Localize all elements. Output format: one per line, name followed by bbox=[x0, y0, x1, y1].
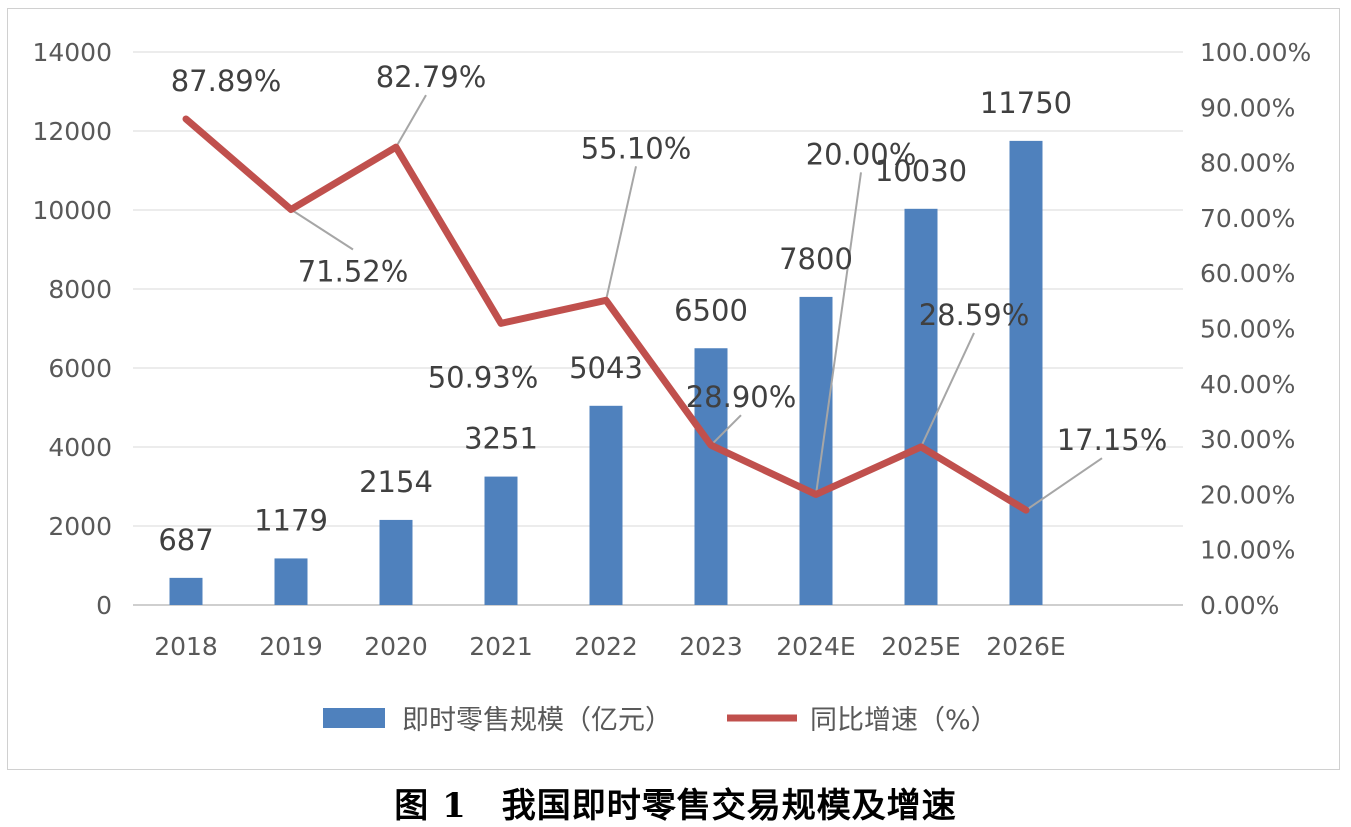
bar bbox=[274, 558, 308, 605]
axis-ticks: 0 2000 4000 6000 8000 10000 12000 14000 0.00% 10.… bbox=[32, 38, 1311, 661]
y-left-tick-label: 8000 bbox=[48, 275, 112, 304]
x-tick-label: 2022 bbox=[574, 632, 638, 661]
x-tick-label: 2020 bbox=[364, 632, 428, 661]
y-left-tick-label: 14000 bbox=[32, 38, 112, 67]
bar-value-label: 2154 bbox=[359, 465, 433, 499]
y-left-tick-label: 6000 bbox=[48, 354, 112, 383]
y-right-tick-label: 60.00% bbox=[1200, 259, 1295, 288]
line-value-label: 20.00% bbox=[806, 137, 917, 171]
line-value-label: 28.59% bbox=[919, 298, 1030, 332]
y-right-tick-label: 50.00% bbox=[1200, 315, 1295, 344]
line-value-label: 28.90% bbox=[686, 380, 797, 414]
bar bbox=[484, 476, 518, 605]
legend-label-line: 同比增速（%） bbox=[810, 705, 998, 736]
bar-value-label: 10030 bbox=[875, 154, 967, 188]
growth-line bbox=[182, 115, 1030, 514]
y-right-tick-label: 90.00% bbox=[1200, 93, 1295, 122]
leader-line bbox=[1025, 457, 1103, 511]
y-right-tick-label: 20.00% bbox=[1200, 480, 1295, 509]
bar-value-label: 7800 bbox=[779, 242, 853, 276]
leader-line bbox=[710, 414, 742, 446]
line-value-label: 55.10% bbox=[581, 131, 692, 165]
bar-value-label: 687 bbox=[158, 523, 213, 557]
bar-value-label: 11750 bbox=[980, 86, 1072, 120]
figure-caption: 图 1 我国即时零售交易规模及增速 bbox=[394, 786, 957, 826]
leader-line bbox=[920, 332, 975, 448]
bar-value-label: 6500 bbox=[674, 293, 748, 327]
y-right-tick-label: 80.00% bbox=[1200, 149, 1295, 178]
line-value-label: 50.93% bbox=[428, 360, 539, 394]
x-tick-label: 2026E bbox=[986, 632, 1065, 661]
legend: 即时零售规模（亿元） 同比增速（%） bbox=[323, 705, 998, 736]
x-tick-label: 2018 bbox=[154, 632, 218, 661]
y-right-tick-label: 70.00% bbox=[1200, 204, 1295, 233]
leader-line bbox=[815, 172, 862, 495]
leader-line bbox=[605, 166, 637, 301]
line-value-label: 71.52% bbox=[298, 254, 409, 288]
y-right-tick-label: 10.00% bbox=[1200, 536, 1295, 565]
data-labels: 687 1179 2154 3251 5043 6500 7800 10030 11750 87.… bbox=[158, 60, 1167, 557]
y-left-tick-label: 0 bbox=[96, 591, 112, 620]
line-value-label: 17.15% bbox=[1057, 423, 1168, 457]
leader-line bbox=[395, 94, 427, 148]
bar bbox=[799, 296, 833, 605]
y-right-tick-label: 40.00% bbox=[1200, 370, 1295, 399]
leader-lines bbox=[290, 94, 1103, 511]
legend-swatch-bar bbox=[323, 708, 385, 728]
y-right-tick-label: 100.00% bbox=[1200, 38, 1311, 67]
bar bbox=[694, 348, 728, 605]
x-tick-label: 2024E bbox=[776, 632, 855, 661]
bars bbox=[169, 140, 1043, 605]
leader-line bbox=[290, 208, 354, 251]
bar-value-label: 5043 bbox=[569, 351, 643, 385]
bar bbox=[1009, 140, 1043, 605]
legend-label-bar: 即时零售规模（亿元） bbox=[402, 705, 672, 736]
line-value-label: 87.89% bbox=[171, 64, 282, 98]
x-tick-label: 2025E bbox=[881, 632, 960, 661]
y-right-tick-label: 30.00% bbox=[1200, 425, 1295, 454]
x-tick-label: 2019 bbox=[259, 632, 323, 661]
y-left-tick-label: 10000 bbox=[32, 196, 112, 225]
bar bbox=[589, 405, 623, 605]
x-tick-label: 2021 bbox=[469, 632, 533, 661]
bar bbox=[379, 519, 413, 605]
y-right-tick-label: 0.00% bbox=[1200, 591, 1279, 620]
y-left-tick-label: 12000 bbox=[32, 117, 112, 146]
bar-value-label: 3251 bbox=[464, 422, 538, 456]
x-tick-label: 2023 bbox=[679, 632, 743, 661]
gridlines bbox=[133, 51, 1183, 606]
y-left-tick-label: 4000 bbox=[48, 433, 112, 462]
bar-value-label: 1179 bbox=[254, 503, 328, 537]
line-value-label: 82.79% bbox=[376, 60, 487, 94]
y-left-tick-label: 2000 bbox=[48, 512, 112, 541]
bar bbox=[169, 577, 203, 605]
bar bbox=[904, 208, 938, 605]
growth-line-path bbox=[182, 115, 1030, 514]
